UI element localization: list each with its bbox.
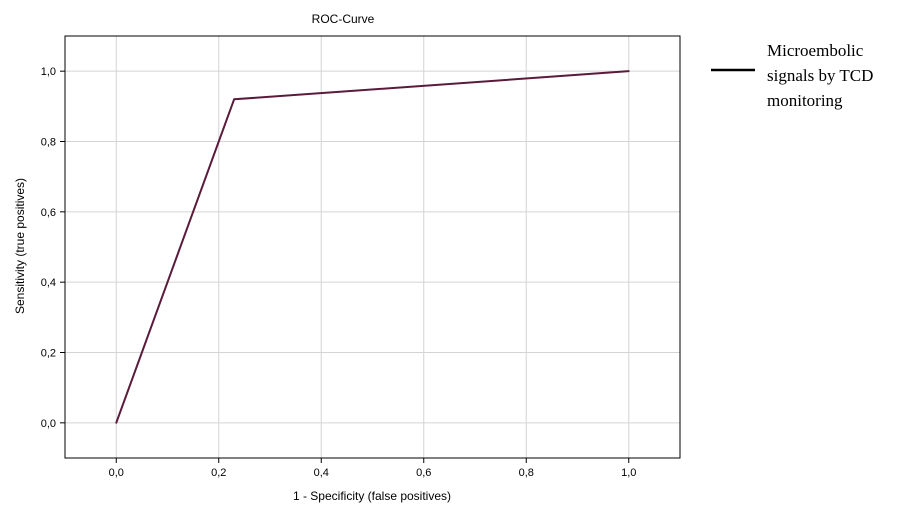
legend-label-line-1: Microembolic [767, 41, 864, 60]
series-layer [115, 70, 630, 424]
x-tick-label: 0,4 [314, 467, 329, 479]
x-axis-label: 1 - Specificity (false positives) [293, 489, 451, 503]
y-axis-ticks: 0,0 0,2 0,4 0,6 0,8 1,0 [41, 66, 65, 430]
x-tick-label: 0,8 [519, 467, 534, 479]
grid-lines [65, 36, 680, 458]
roc-curve-point [115, 421, 118, 424]
x-tick-label: 0,2 [211, 467, 226, 479]
y-tick-label: 0,6 [41, 207, 56, 219]
legend-label-line-3: monitoring [767, 91, 843, 110]
chart-title: ROC-Curve [312, 12, 375, 26]
x-tick-label: 1,0 [621, 467, 636, 479]
y-tick-label: 0,4 [41, 277, 56, 289]
y-tick-label: 0,2 [41, 348, 56, 360]
x-axis-ticks: 0,0 0,2 0,4 0,6 0,8 1,0 [109, 458, 636, 479]
roc-curve-point [233, 98, 236, 101]
y-tick-label: 1,0 [41, 66, 56, 78]
y-tick-label: 0,8 [41, 137, 56, 149]
y-axis-label: Sensitivity (true positives) [13, 178, 27, 314]
legend-label-line-2: signals by TCD [767, 66, 873, 85]
plot-area-frame [64, 35, 681, 459]
x-tick-label: 0,6 [416, 467, 431, 479]
y-tick-label: 0,0 [41, 418, 56, 430]
roc-curve-line [115, 70, 629, 424]
x-tick-label: 0,0 [109, 467, 124, 479]
roc-curve-point [627, 70, 630, 73]
legend: Microembolic signals by TCD monitoring [711, 41, 873, 110]
